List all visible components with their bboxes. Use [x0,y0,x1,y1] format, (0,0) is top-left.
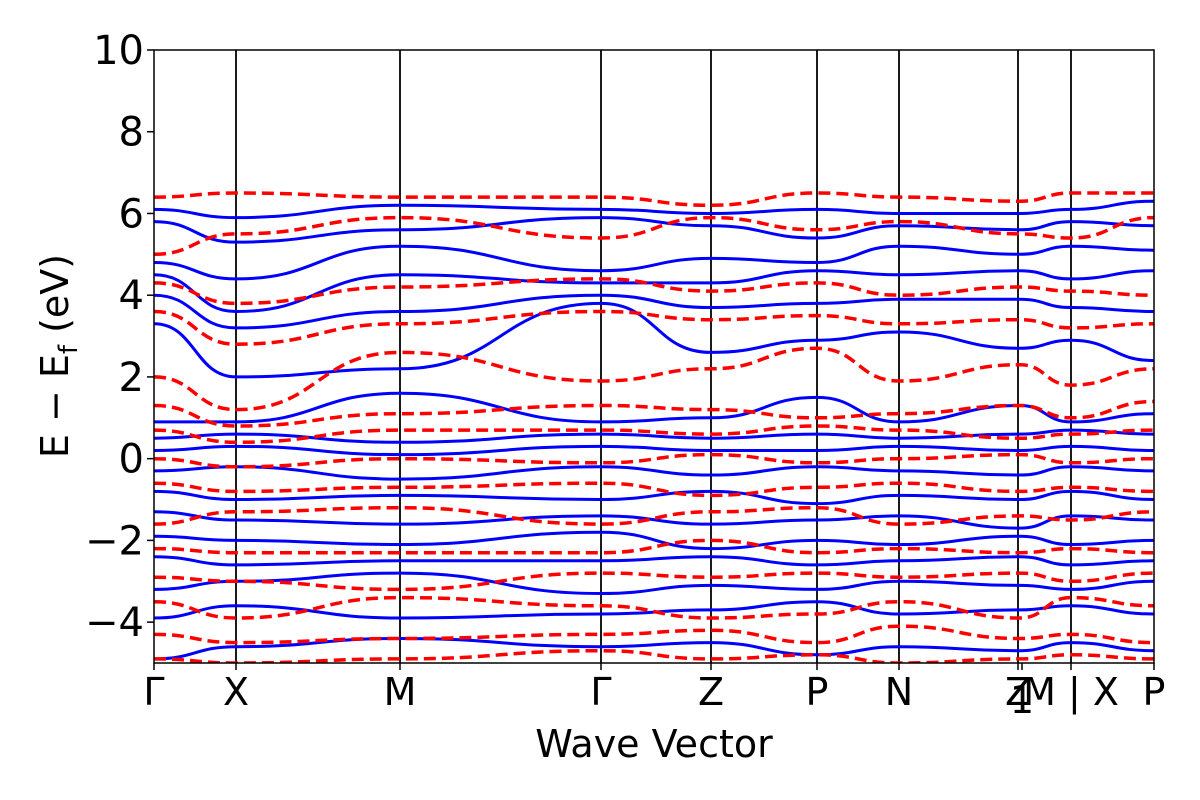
plot-frame [153,49,1155,664]
high-symmetry-lines [235,50,1072,663]
x-tick-label: P [806,670,829,714]
band-line-blue-solid [154,244,1154,281]
band-line-blue-solid [154,465,1154,481]
band-line-blue-solid [154,444,1154,457]
x-tick-label: X [223,670,249,714]
band-line-red-dashed [154,215,1154,257]
x-tick-label: Γ [143,670,164,714]
band-line-red-dashed [154,452,1154,469]
band-line-blue-solid [154,555,1154,567]
band-line-blue-solid [154,301,1154,379]
y-tick-label: −4 [85,600,144,646]
x-tick-label: M [384,670,417,714]
x-axis-label: Wave Vector [535,722,773,766]
y-tick-label: −2 [85,518,144,564]
band-line-red-dashed [154,481,1154,498]
band-line-red-dashed [154,191,1154,208]
y-tick-label: 4 [119,273,144,319]
plot-background [154,50,1154,663]
y-tick-label: 10 [93,28,144,74]
y-axis-ticks: −4 −2 0 2 4 6 8 10 [85,28,154,646]
band-lines [154,191,1154,663]
x-tick-label: Z [698,670,724,714]
x-tick-label: N [885,670,913,714]
y-axis-label-main: E − E [33,354,77,458]
band-line-red-dashed [154,346,1154,412]
band-line-blue-solid [154,489,1154,506]
band-line-red-dashed [154,571,1154,592]
y-tick-label: 6 [119,191,144,237]
y-axis-label: E − Ef (eV) [33,254,84,458]
y-tick-label: 2 [119,355,144,401]
band-line-blue-solid [154,636,1154,661]
band-line-red-dashed [154,309,1154,346]
x-tick-label: 1 [1010,678,1034,722]
band-line-blue-solid [154,600,1154,620]
band-line-blue-solid [154,216,1154,244]
band-line-red-dashed [154,538,1154,555]
band-line-blue-solid [154,530,1154,551]
band-line-red-dashed [154,648,1154,663]
y-axis-label-subscript: f [54,344,84,354]
band-line-blue-solid [154,510,1154,530]
band-line-blue-solid [154,293,1154,330]
x-tick-label: P [1143,670,1166,714]
band-line-red-dashed [154,424,1154,445]
band-line-red-dashed [154,277,1154,306]
y-tick-label: 0 [119,437,144,483]
band-line-blue-solid [154,571,1154,596]
band-line-red-dashed [154,399,1154,428]
x-tick-label: Z [1005,670,1031,714]
band-line-red-dashed [154,595,1154,620]
y-axis-label-unit: (eV) [33,254,77,333]
band-line-red-dashed [154,505,1154,526]
x-tick-label: Γ [590,670,611,714]
y-tick-label: 8 [119,110,144,156]
band-line-blue-solid [154,199,1154,220]
x-tick-label: M | X [1023,670,1119,715]
band-line-blue-solid [154,269,1154,314]
band-line-red-dashed [154,624,1154,645]
